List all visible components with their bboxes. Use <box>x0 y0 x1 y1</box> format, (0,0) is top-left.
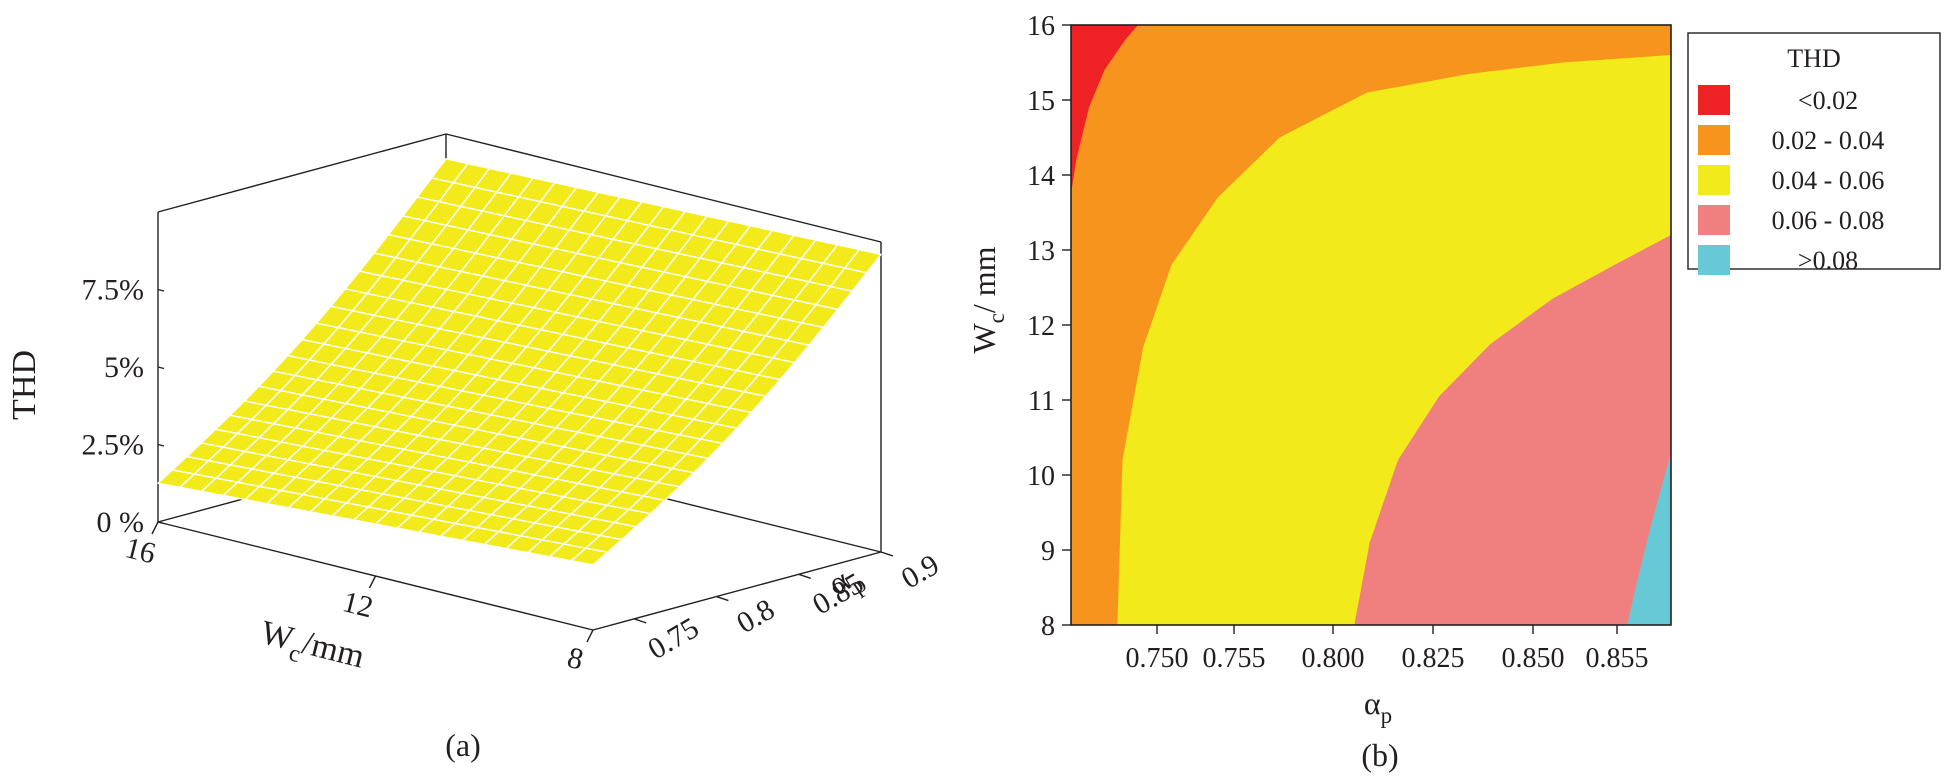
x-tick <box>151 521 159 535</box>
panel-b-axes: 0.750 0.755 0.800 0.825 0.850 0.855 8 9 10 11 12 13… <box>966 11 1672 773</box>
legend-swatch <box>1698 205 1730 235</box>
x-tick-label: 0.850 <box>1502 643 1565 674</box>
x-tick <box>586 629 594 643</box>
x-axis-title: αp <box>1364 685 1392 728</box>
contour-region-lt-002 <box>1071 25 1138 194</box>
x-tick-label: 0.855 <box>1586 643 1649 674</box>
legend-swatch <box>1698 125 1730 155</box>
z-tick <box>157 288 165 292</box>
floor-right-edge <box>592 551 882 631</box>
y-tick-label: 16 <box>1027 11 1055 42</box>
contour-region-gt-008 <box>1627 452 1671 625</box>
y-tick-label: 14 <box>1027 161 1055 192</box>
surface-cell <box>570 547 609 566</box>
legend-swatch <box>1698 85 1730 115</box>
x-tick-label: 0.750 <box>1126 643 1189 674</box>
y-tick-label: 0.9 <box>896 548 945 595</box>
z-tick-label: 0 % <box>97 506 145 539</box>
panel-b-caption: (b) <box>1361 737 1398 773</box>
legend-label: <0.02 <box>1798 86 1858 115</box>
panel-a-surface <box>157 158 882 566</box>
legend-swatch <box>1698 245 1730 275</box>
z-tick-label: 5% <box>104 351 144 384</box>
x-tick-label: 8 <box>564 641 587 677</box>
z-axis-title: THD <box>6 350 43 420</box>
panel-b-contour-plot: 0.750 0.755 0.800 0.825 0.850 0.855 8 9 10 11 12 13… <box>966 11 1941 773</box>
z-tick <box>157 366 165 370</box>
x-tick-label: 16 <box>122 531 159 570</box>
x-tick <box>368 575 377 589</box>
y-tick-label: 11 <box>1028 386 1055 417</box>
y-axis-title: Wc/ mm <box>966 246 1009 353</box>
y-tick <box>880 551 894 557</box>
x-tick-label: 12 <box>339 585 376 624</box>
z-tick <box>157 443 165 447</box>
legend-title: THD <box>1787 44 1840 73</box>
legend-swatch <box>1698 165 1730 195</box>
z-tick-label: 7.5% <box>82 274 145 307</box>
z-tick-label: 2.5% <box>82 429 145 462</box>
legend-label: 0.06 - 0.08 <box>1772 206 1885 235</box>
contour-region-006-008 <box>1354 235 1671 625</box>
panel-a-caption: (a) <box>445 727 481 763</box>
x-axis-title: Wc/mm <box>255 614 368 683</box>
y-tick-label: 0.8 <box>731 593 780 640</box>
y-tick-label: 12 <box>1027 311 1055 342</box>
y-tick-label: 0.75 <box>642 611 704 666</box>
y-tick-label: 10 <box>1027 461 1055 492</box>
top-left-edge <box>157 133 447 213</box>
x-tick-label: 0.825 <box>1402 643 1465 674</box>
y-tick <box>633 618 647 624</box>
y-tick-label: 15 <box>1027 86 1055 117</box>
z-tick <box>157 521 165 525</box>
legend-label: 0.02 - 0.04 <box>1772 126 1885 155</box>
y-tick-label: 13 <box>1027 236 1055 267</box>
top-back-edge <box>445 133 882 243</box>
legend-label: >0.08 <box>1798 246 1858 275</box>
panel-b-legend: THD <0.02 0.02 - 0.04 0.04 - 0.06 0.06 - 0.0… <box>1687 32 1941 275</box>
legend-label: 0.04 - 0.06 <box>1772 166 1885 195</box>
y-tick-label: 9 <box>1041 536 1055 567</box>
panel-b-contour-fills <box>1071 25 1671 625</box>
y-tick <box>716 595 729 602</box>
x-tick-label: 0.755 <box>1203 643 1266 674</box>
x-tick-label: 0.800 <box>1302 643 1365 674</box>
y-tick-label: 8 <box>1041 611 1055 642</box>
y-tick <box>798 573 811 579</box>
